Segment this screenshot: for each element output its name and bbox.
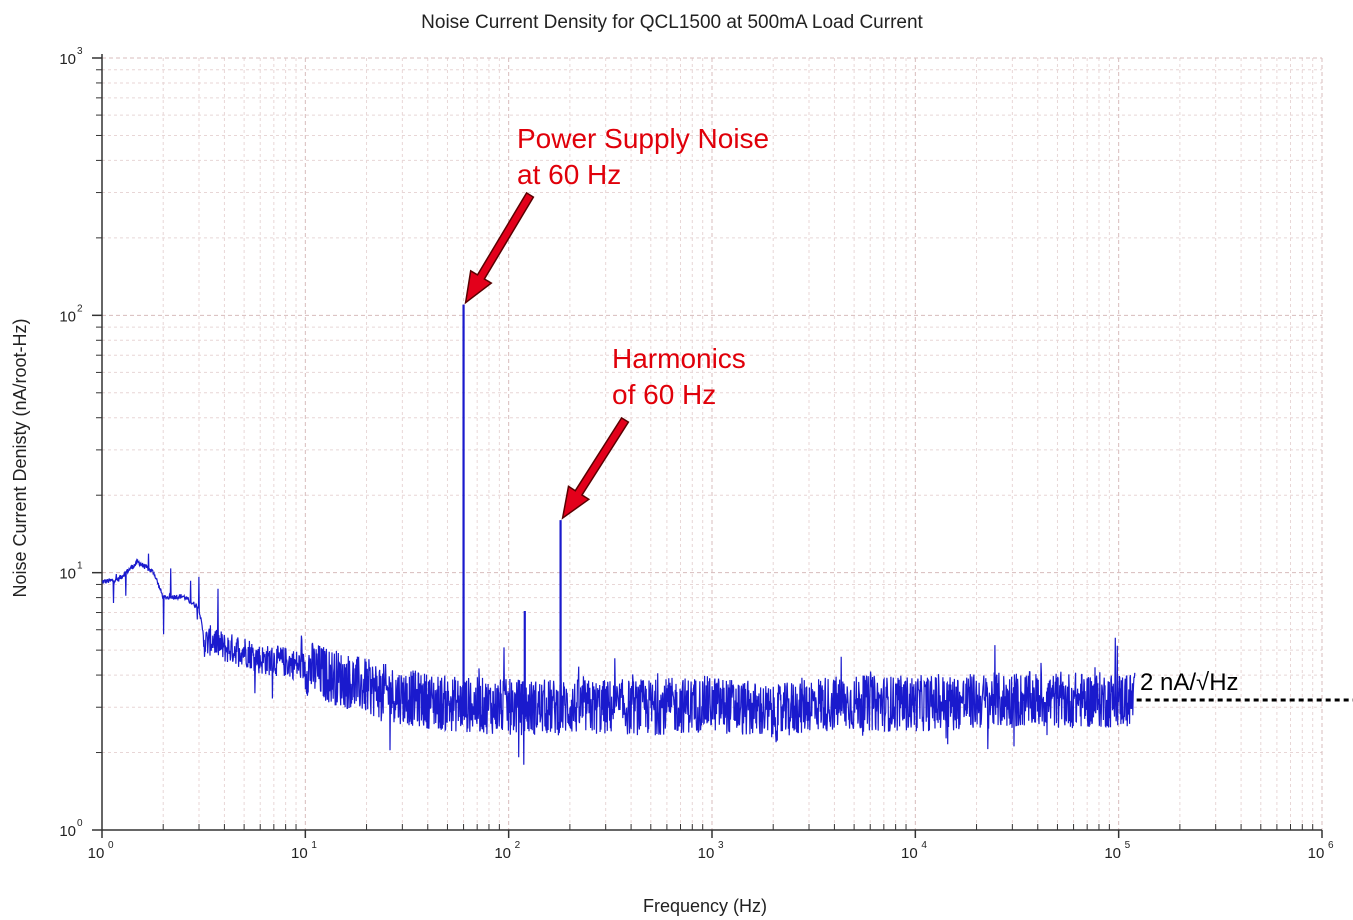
x-axis-label: Frequency (Hz) <box>643 896 767 916</box>
x-tick-label-exponent: 0 <box>108 840 114 851</box>
y-tick-label-base: 10 <box>59 823 76 840</box>
y-axis-label: Noise Current Denisty (nA/root-Hz) <box>10 318 30 597</box>
tick-labels: 10 0 10 1 10 2 10 3 10 4 10 5 10 610 010 110 210 3 <box>59 46 1334 862</box>
x-tick-label-exponent: 5 <box>1125 840 1131 851</box>
annotation-arrow-1 <box>561 416 630 520</box>
x-tick-label-exponent: 1 <box>311 840 317 851</box>
x-tick-label-base: 10 <box>901 845 918 862</box>
annotation-text-0-line-1: at 60 Hz <box>517 159 621 190</box>
y-tick-label-exponent: 1 <box>77 561 83 572</box>
x-tick-label-exponent: 3 <box>718 840 724 851</box>
x-tick-label-base: 10 <box>1104 845 1121 862</box>
reference-line-group: 2 nA/√Hz <box>1136 669 1353 702</box>
annotation-text-0-line-0: Power Supply Noise <box>517 123 769 154</box>
y-tick-label-base: 10 <box>59 566 76 583</box>
annotation-text-1-line-0: Harmonics <box>612 343 746 374</box>
annotation-arrow-0 <box>464 191 535 305</box>
x-tick-label-base: 10 <box>698 845 715 862</box>
x-tick-label-exponent: 4 <box>921 840 927 851</box>
y-tick-label-base: 10 <box>59 308 76 325</box>
x-tick-label-exponent: 6 <box>1328 840 1334 851</box>
chart-title: Noise Current Density for QCL1500 at 500… <box>421 12 923 33</box>
x-tick-label-exponent: 2 <box>515 840 521 851</box>
x-tick-label-base: 10 <box>1308 845 1325 862</box>
y-tick-label-base: 10 <box>59 51 76 68</box>
axes <box>92 54 1323 838</box>
y-tick-label-exponent: 2 <box>77 303 83 314</box>
x-tick-label-base: 10 <box>88 845 105 862</box>
series-line <box>102 553 1136 765</box>
series-noise-density <box>102 304 1136 765</box>
annotations: Power Supply Noise at 60 Hz Harmonics of 60… <box>464 123 769 520</box>
reference-line-label: 2 nA/√Hz <box>1140 669 1239 696</box>
y-tick-label-exponent: 0 <box>77 818 83 829</box>
annotation-text-1-line-1: of 60 Hz <box>612 379 716 410</box>
x-tick-label-base: 10 <box>291 845 308 862</box>
x-tick-label-base: 10 <box>494 845 511 862</box>
y-tick-label-exponent: 3 <box>77 46 83 57</box>
